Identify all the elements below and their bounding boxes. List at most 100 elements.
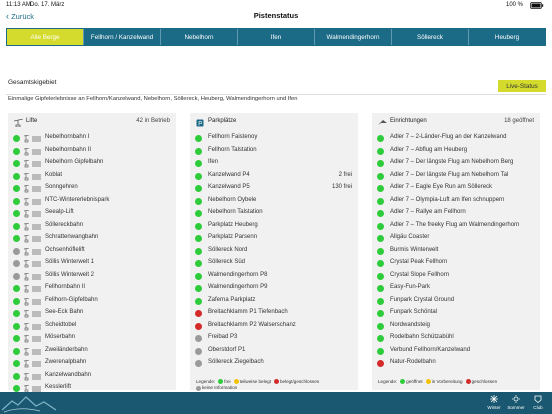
status-dot (13, 322, 20, 330)
legend-entry: geöffnet (400, 379, 423, 385)
item-name: Walmendingerhorn P8 (208, 271, 268, 278)
column-title: Lifte (26, 118, 38, 124)
status-column: Lifte 42 in Betrieb Nebelhornbahn I Nebelho… (8, 113, 176, 393)
mountain-tab[interactable]: Nebelhorn (161, 29, 238, 45)
status-dot (13, 172, 20, 180)
status-dot (377, 197, 384, 205)
bottom-tab[interactable]: Winter (487, 405, 501, 410)
item-name: Nordwandsteig (390, 321, 431, 328)
status-time: 11:13 AM (6, 2, 31, 8)
legend-dot (218, 379, 224, 385)
status-row: Funpark Schöntal (372, 308, 540, 320)
legend-title: Legende: (378, 379, 398, 385)
status-row: Ochsenhöflelift (8, 246, 176, 258)
status-column: P Parkplätze Fellhorn Faistenoy Fellhorn Ta… (190, 113, 358, 391)
status-dot (377, 285, 384, 292)
item-name: Schrattenwangbahn (45, 234, 99, 240)
status-dot (195, 160, 202, 167)
item-name: NTC-Wintererlebnispark (45, 196, 110, 203)
legend-entry: frei (218, 379, 231, 385)
status-row: Rodelbahn Schützabühl (372, 333, 540, 345)
legend-dot (273, 379, 279, 385)
status-dot (377, 210, 384, 217)
item-name: Ifen (208, 159, 219, 165)
item-name: Easy-Fun-Park (390, 284, 431, 290)
status-dot (13, 185, 20, 192)
status-dot (195, 172, 202, 180)
item-name: Crystal Peak Fellhorn (390, 259, 448, 265)
status-row: Fellhorn-Gipfelbahn (8, 296, 176, 308)
item-name: Söllis Winterwelt 1 (45, 259, 95, 265)
status-dot (13, 372, 20, 380)
status-dot (195, 360, 202, 367)
item-name: Sonngehren (45, 184, 78, 190)
mountain-tab[interactable]: Fellhorn / Kanzelwand (84, 29, 161, 45)
status-dot (377, 185, 384, 192)
back-label[interactable]: Zurück (11, 12, 35, 21)
status-dot (377, 147, 384, 155)
status-row: Easy-Fun-Park (372, 283, 540, 295)
mountain-tab[interactable]: Ifen (238, 29, 315, 45)
status-row: Möserbahn (8, 333, 176, 345)
legend-label: teilweise belegt (239, 379, 271, 384)
status-dot (195, 185, 202, 192)
item-name: Verbund Fellhorn/Kanzelwand (390, 346, 471, 353)
winter-icon (490, 395, 498, 403)
mountain-tab[interactable]: Alle Berge (7, 29, 84, 45)
lift-type-icon (23, 235, 41, 243)
bottom-tab[interactable]: Sommer (507, 405, 525, 410)
battery-icon (530, 2, 544, 9)
status-dot (377, 222, 384, 230)
status-row: Zweiländerbahn (8, 346, 176, 358)
item-name: Natur-Rodelbahn (390, 359, 436, 365)
item-name: Nebelhorn Talstation (208, 209, 263, 215)
item-name: Burmis Winterwelt (390, 246, 439, 253)
item-name: Adler 7 – Olympia-Luft am Ifen schnupper… (390, 196, 505, 203)
mountain-tab[interactable]: Walmendingerhorn (315, 29, 392, 45)
status-row: Breitachklamm P2 Walserschanz (190, 321, 358, 333)
item-name: See-Eck Bahn (45, 309, 84, 315)
item-name: Möserbahn (45, 334, 76, 340)
status-row: Fellhorn Talstation (190, 146, 358, 158)
item-name: Breitachklamm P2 Walserschanz (208, 321, 296, 328)
status-row: Söllereck Süd (190, 258, 358, 270)
status-dot (377, 260, 384, 267)
status-row: Zaferna Parkplatz (190, 296, 358, 308)
status-dot (13, 147, 20, 155)
mountain-tab[interactable]: Söllereck (392, 29, 469, 45)
mountain-tab[interactable]: Heuberg (494, 33, 520, 41)
legend-label: belegt/geschlossen (279, 379, 320, 384)
column-header: P Parkplätze (190, 118, 358, 128)
status-dot (195, 147, 202, 155)
status-date: Do. 17. März (30, 2, 65, 8)
item-name: Söllereck Süd (208, 259, 246, 265)
lift-type-icon (23, 272, 41, 280)
status-row: Kanzelwand P5 130 frei (190, 183, 358, 195)
back-button[interactable]: ‹ Zurück (6, 11, 35, 21)
item-name: Söllereck Ziegelbach (208, 359, 264, 365)
status-dot (195, 247, 202, 255)
status-row: Nebelhornbahn I (8, 133, 176, 145)
status-row: Adler 7 – Der längste Flug am Nebelhorn … (372, 171, 540, 183)
item-name: Funpark Schöntal (390, 309, 438, 315)
live-status-button[interactable]: Live-Status (498, 80, 546, 92)
bottom-tab[interactable]: Club (533, 405, 543, 410)
status-row: Seealp-Lift (8, 208, 176, 220)
status-row: Zwerenalpbahn (8, 358, 176, 370)
legend-label: in Vorbereitung (431, 379, 463, 384)
status-dot (377, 360, 384, 367)
item-name: Söllereckbahn (45, 221, 84, 228)
item-info: 2 frei (338, 171, 352, 178)
status-row: Nebelhorn Oybele (190, 196, 358, 208)
status-dot (195, 222, 202, 230)
status-dot (377, 347, 384, 355)
legend-entry: belegt/geschlossen (273, 379, 320, 385)
item-name: Fellhorn Faistenoy (208, 134, 258, 140)
status-dot (13, 160, 20, 167)
status-row: Burmis Winterwelt (372, 246, 540, 258)
section-title: Gesamtskigebiet (8, 79, 57, 86)
status-row: Söllis Winterwelt 1 (8, 258, 176, 270)
item-name: Ochsenhöflelift (45, 246, 85, 253)
status-dot (195, 322, 202, 330)
item-name: Freibad P3 (208, 334, 238, 340)
